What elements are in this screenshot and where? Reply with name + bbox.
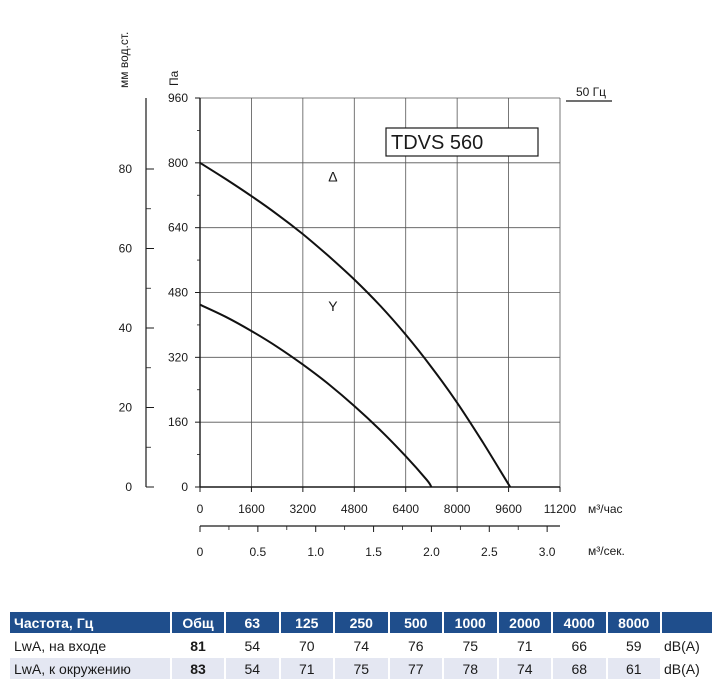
x2-tick-label: 1.0 <box>307 545 324 559</box>
x2-tick-label: 0.5 <box>250 545 267 559</box>
band-header-63: 63 <box>226 612 279 633</box>
y2-tick-label: 20 <box>119 400 133 414</box>
x2-tick-label: 0 <box>197 545 204 559</box>
x-tick-label: 3200 <box>290 502 317 516</box>
chart-labels: мм вод.ст. Па 50 Гц TDVS 560 м³/час м³/с… <box>117 32 625 559</box>
table-cell: 71 <box>498 635 551 656</box>
band-header-125: 125 <box>280 612 333 633</box>
unit-header <box>662 612 712 633</box>
table-cell: 70 <box>280 635 333 656</box>
y-tick-label: 480 <box>168 286 188 300</box>
y-axis-pa-title: Па <box>167 70 181 86</box>
series-line-delta <box>199 161 512 488</box>
table-cell: 78 <box>444 658 497 679</box>
x-axis-m3h-title: м³/час <box>588 502 623 516</box>
band-header-2000: 2000 <box>498 612 551 633</box>
band-header-250: 250 <box>335 612 388 633</box>
y2-tick-label: 0 <box>125 480 132 494</box>
series-label-y: Y <box>328 298 338 314</box>
table-cell: 66 <box>553 635 606 656</box>
table-cell: 75 <box>335 658 388 679</box>
chart-curves <box>199 161 512 488</box>
band-header-4000: 4000 <box>553 612 606 633</box>
y-tick-label: 160 <box>168 415 188 429</box>
table-cell: 61 <box>607 658 660 679</box>
y-tick-label: 960 <box>168 91 188 105</box>
table-cell: 75 <box>444 635 497 656</box>
table-cell: 54 <box>226 658 279 679</box>
total-inlet: 81 <box>172 635 224 656</box>
total-surroundings: 83 <box>172 658 224 679</box>
y2-tick-label: 80 <box>119 162 133 176</box>
table-cell: 68 <box>553 658 606 679</box>
table-cell: 76 <box>389 635 442 656</box>
unit-surroundings: dB(A) <box>662 658 712 679</box>
band-header-500: 500 <box>389 612 442 633</box>
chart-axes <box>145 97 561 532</box>
y-tick-label: 800 <box>168 156 188 170</box>
table-cell: 59 <box>607 635 660 656</box>
fan-performance-chart: мм вод.ст. Па 50 Гц TDVS 560 м³/час м³/с… <box>117 32 625 559</box>
row-label-inlet: LwA, на входе <box>10 635 170 656</box>
y2-tick-label: 60 <box>119 241 133 255</box>
unit-inlet: dB(A) <box>662 635 712 656</box>
x2-tick-label: 1.5 <box>365 545 382 559</box>
table-cell: 54 <box>226 635 279 656</box>
series-label-delta: Δ <box>328 168 337 184</box>
model-title: TDVS 560 <box>391 132 483 154</box>
y-axis-mmwc-title: мм вод.ст. <box>117 32 131 88</box>
x-tick-label: 4800 <box>341 502 368 516</box>
table-cell: 77 <box>389 658 442 679</box>
chart-grid <box>200 97 561 487</box>
x-tick-label: 9600 <box>495 502 522 516</box>
x-tick-label: 11200 <box>544 502 577 516</box>
y-tick-label: 320 <box>168 350 188 364</box>
x2-tick-label: 2.0 <box>423 545 440 559</box>
x-axis-m3s-title: м³/сек. <box>588 544 625 558</box>
frequency-label: 50 Гц <box>576 85 606 99</box>
table-row-surroundings: LwA, к окружению 83 54 71 75 77 78 74 68… <box>10 658 712 679</box>
total-header: Общ <box>172 612 224 633</box>
x2-tick-label: 2.5 <box>481 545 498 559</box>
x2-tick-label: 3.0 <box>539 545 556 559</box>
series-line-y <box>199 303 433 488</box>
table-cell: 74 <box>335 635 388 656</box>
y-tick-label: 0 <box>181 480 188 494</box>
y2-tick-label: 40 <box>119 321 133 335</box>
table-row-inlet: LwA, на входе 81 54 70 74 76 75 71 66 59… <box>10 635 712 656</box>
x-tick-label: 1600 <box>238 502 265 516</box>
table-cell: 74 <box>498 658 551 679</box>
sound-table-header-row: Частота, Гц Общ 63 125 250 500 1000 2000… <box>10 612 712 633</box>
model-title-box <box>385 127 539 157</box>
x-tick-label: 8000 <box>444 502 471 516</box>
sound-power-table: Частота, Гц Общ 63 125 250 500 1000 2000… <box>8 610 714 681</box>
x-tick-label: 6400 <box>392 502 419 516</box>
frequency-header: Частота, Гц <box>10 612 170 633</box>
y-tick-label: 640 <box>168 221 188 235</box>
band-header-1000: 1000 <box>444 612 497 633</box>
x-tick-label: 0 <box>197 502 204 516</box>
row-label-surroundings: LwA, к окружению <box>10 658 170 679</box>
band-header-8000: 8000 <box>607 612 660 633</box>
table-cell: 71 <box>280 658 333 679</box>
